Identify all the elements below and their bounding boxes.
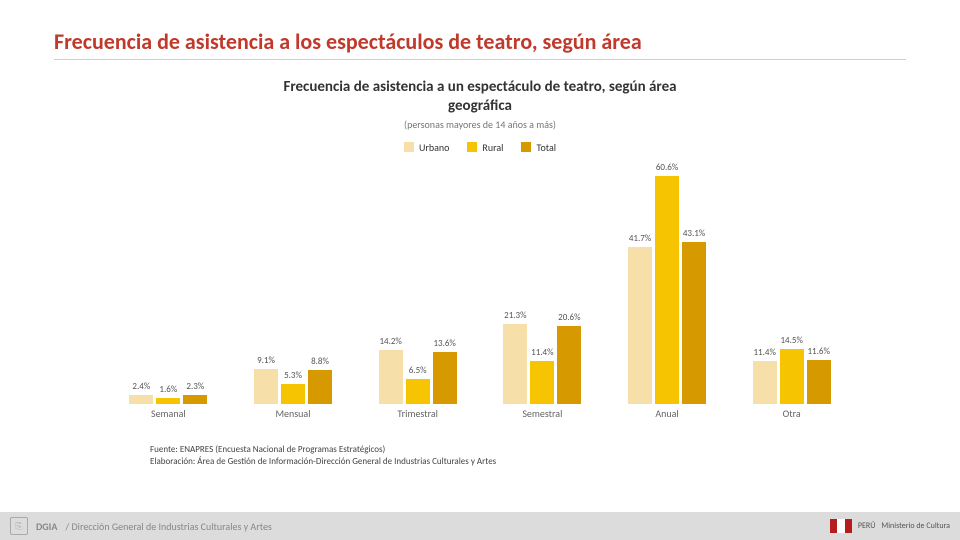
peru-flag-icon	[830, 519, 852, 533]
bar-value-label: 14.2%	[379, 336, 401, 347]
legend-item: Urbano	[404, 141, 449, 154]
bar-groups: 2.4%1.6%2.3%9.1%5.3%8.8%14.2%6.5%13.6%21…	[100, 160, 860, 404]
legend-item: Rural	[467, 141, 503, 154]
legend-swatch-icon	[467, 142, 477, 152]
chart-subtitle: (personas mayores de 14 años a más)	[100, 118, 860, 131]
x-axis-label: Semestral	[480, 407, 605, 420]
footer-dgia: DGIA	[36, 520, 57, 533]
bar-value-label: 11.4%	[753, 347, 775, 358]
bar-value-label: 5.3%	[284, 370, 302, 381]
chart-source: Fuente: ENAPRES (Encuesta Nacional de Pr…	[150, 444, 960, 468]
bar-value-label: 41.7%	[629, 233, 651, 244]
chart-legend: Urbano Rural Total	[100, 141, 860, 154]
bar: 2.3%	[183, 395, 207, 404]
bar-value-label: 6.5%	[409, 365, 427, 376]
footer-ministry: Ministerio de Cultura	[881, 521, 950, 531]
title-underline	[54, 59, 906, 60]
chart-title-line2: geográfica	[448, 97, 512, 115]
x-axis-label: Trimestral	[355, 407, 480, 420]
bar-group: 11.4%14.5%11.6%	[729, 160, 854, 404]
bar-value-label: 11.6%	[807, 346, 829, 357]
x-axis: SemanalMensualTrimestralSemestralAnualOt…	[100, 407, 860, 420]
bar-value-label: 2.3%	[186, 381, 204, 392]
source-line2: Elaboración: Área de Gestión de Informac…	[150, 456, 960, 468]
x-axis-label: Semanal	[106, 407, 231, 420]
bar: 60.6%	[655, 176, 679, 403]
page-title: Frecuencia de asistencia a los espectácu…	[0, 0, 960, 55]
bar-value-label: 20.6%	[558, 312, 580, 323]
bar-value-label: 21.3%	[504, 310, 526, 321]
bar-group: 21.3%11.4%20.6%	[480, 160, 605, 404]
bar: 5.3%	[281, 384, 305, 404]
legend-swatch-icon	[404, 142, 414, 152]
bar: 20.6%	[557, 326, 581, 403]
bar: 8.8%	[308, 370, 332, 403]
legend-label: Total	[536, 141, 556, 154]
footer-country: PERÚ	[858, 521, 876, 531]
bar: 9.1%	[254, 369, 278, 403]
footer-right: PERÚ Ministerio de Cultura	[830, 519, 950, 533]
bar-value-label: 1.6%	[159, 384, 177, 395]
bar: 6.5%	[406, 379, 430, 403]
bar-value-label: 11.4%	[531, 347, 553, 358]
footer-left: ⎘ DGIA / Dirección General de Industrias…	[10, 517, 272, 535]
bar-value-label: 14.5%	[780, 335, 802, 346]
bar: 1.6%	[156, 398, 180, 404]
x-axis-label: Otra	[729, 407, 854, 420]
bar: 2.4%	[129, 395, 153, 404]
bar: 43.1%	[682, 242, 706, 404]
footer-dgia-full: / Dirección General de Industrias Cultur…	[65, 520, 271, 533]
bar-value-label: 9.1%	[257, 355, 275, 366]
bar-value-label: 43.1%	[683, 228, 705, 239]
legend-swatch-icon	[521, 142, 531, 152]
chart-plot: 2.4%1.6%2.3%9.1%5.3%8.8%14.2%6.5%13.6%21…	[100, 160, 860, 420]
x-axis-label: Anual	[605, 407, 730, 420]
bar-value-label: 60.6%	[656, 162, 678, 173]
source-line1: Fuente: ENAPRES (Encuesta Nacional de Pr…	[150, 444, 960, 456]
chart-container: Frecuencia de asistencia a un espectácul…	[100, 78, 860, 420]
page-footer: ⎘ DGIA / Dirección General de Industrias…	[0, 512, 960, 540]
dgia-logo-icon: ⎘	[10, 517, 28, 535]
bar-value-label: 2.4%	[132, 381, 150, 392]
bar: 21.3%	[503, 324, 527, 404]
chart-title: Frecuencia de asistencia a un espectácul…	[100, 78, 860, 116]
bar: 11.4%	[530, 361, 554, 404]
legend-label: Rural	[482, 141, 503, 154]
chart-title-line1: Frecuencia de asistencia a un espectácul…	[283, 78, 676, 96]
bar: 14.2%	[379, 350, 403, 403]
bar-value-label: 8.8%	[311, 356, 329, 367]
bar: 11.4%	[753, 361, 777, 404]
bar-group: 41.7%60.6%43.1%	[605, 160, 730, 404]
bar-value-label: 13.6%	[433, 338, 455, 349]
bar: 14.5%	[780, 349, 804, 403]
bar-group: 2.4%1.6%2.3%	[106, 160, 231, 404]
legend-item: Total	[521, 141, 556, 154]
bar-group: 14.2%6.5%13.6%	[355, 160, 480, 404]
bar-group: 9.1%5.3%8.8%	[231, 160, 356, 404]
bar: 13.6%	[433, 352, 457, 403]
legend-label: Urbano	[419, 141, 449, 154]
x-axis-label: Mensual	[231, 407, 356, 420]
bar: 41.7%	[628, 247, 652, 404]
bar: 11.6%	[807, 360, 831, 404]
